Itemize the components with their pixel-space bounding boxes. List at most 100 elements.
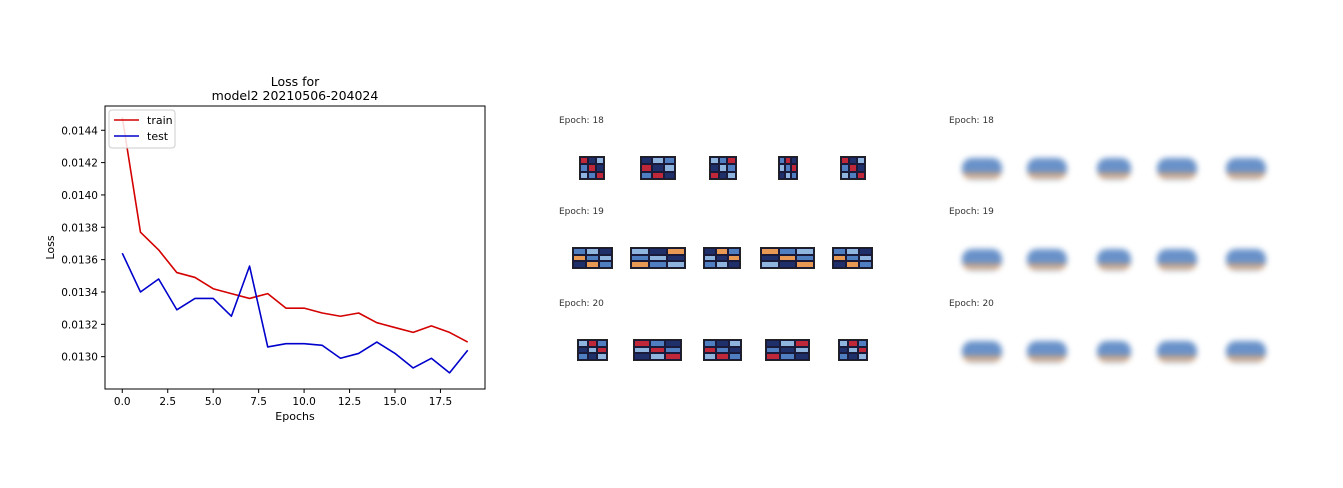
epoch-sample-thumbnail (630, 247, 686, 269)
epoch-reconstruction-thumbnail (962, 249, 1002, 271)
thumb-cell (716, 340, 729, 347)
thumb-cell (716, 346, 729, 354)
thumb-cell (727, 164, 736, 172)
epoch-label: Epoch: 19 (949, 207, 994, 217)
thumb-cell (587, 340, 598, 347)
thumb-cell (641, 157, 653, 165)
epoch-reconstruction-thumbnail (1226, 341, 1266, 363)
thumb-cell (578, 346, 588, 354)
thumb-cell (796, 254, 814, 262)
thumb-cell (587, 353, 598, 360)
thumb-cell (857, 353, 867, 360)
thumb-cell (728, 248, 740, 255)
thumb-cell (710, 164, 719, 172)
thumb-cell (704, 340, 717, 347)
thumb-cell (573, 261, 586, 268)
y-tick-label: 0.0138 (61, 222, 98, 234)
thumb-cell (728, 340, 741, 347)
y-tick-label: 0.0130 (61, 352, 98, 364)
thumb-cell (780, 340, 795, 347)
thumb-cell (846, 254, 859, 262)
epoch-sample-thumbnail (640, 156, 676, 180)
thumb-cell (794, 340, 809, 347)
thumb-cell (667, 248, 685, 255)
thumb-cell (634, 346, 650, 354)
epoch-sample-thumbnail (778, 156, 798, 180)
thumb-cell (833, 254, 846, 262)
epoch-sample-thumbnail (703, 339, 742, 361)
epoch-label: Epoch: 20 (949, 299, 994, 309)
thumb-cell (596, 157, 604, 165)
thumb-cell (649, 346, 666, 354)
thumb-cell (597, 340, 607, 347)
thumb-cell (761, 248, 779, 255)
legend-label-train: train (147, 114, 173, 127)
thumb-cell (573, 248, 586, 255)
thumb-cell (857, 340, 867, 347)
thumb-cell (586, 254, 599, 262)
thumb-cell (839, 346, 849, 354)
thumb-cell (649, 248, 667, 255)
x-tick-label: 5.0 (205, 396, 222, 408)
x-tick-label: 7.5 (250, 396, 267, 408)
thumb-cell (846, 248, 859, 255)
thumb-cell (631, 254, 649, 262)
epoch-sample-thumbnail (633, 339, 682, 361)
epoch-reconstruction-thumbnail (1097, 249, 1131, 271)
thumb-cell (573, 254, 586, 262)
thumb-cell (665, 340, 681, 347)
thumb-cell (727, 157, 736, 165)
chart-title-line: Loss for (271, 74, 320, 89)
epoch-reconstruction-thumbnail (1027, 158, 1067, 180)
thumb-cell (704, 248, 716, 255)
thumb-cell (778, 254, 797, 262)
plot-frame (104, 105, 486, 390)
y-tick-label: 0.0132 (61, 319, 98, 331)
thumb-cell (578, 353, 588, 360)
thumb-cell (599, 248, 612, 255)
epoch-reconstruction-thumbnail (1157, 249, 1197, 271)
thumb-cell (791, 164, 797, 172)
thumb-cell (599, 254, 612, 262)
thumb-cell (849, 171, 857, 179)
epoch-sample-thumbnail (832, 247, 873, 269)
epoch-sample-thumbnail (709, 156, 737, 180)
thumb-cell (791, 157, 797, 165)
thumb-cell (779, 164, 785, 172)
thumb-cell (857, 346, 867, 354)
epoch-sample-thumbnail (572, 247, 613, 269)
x-tick-label: 0.0 (114, 396, 131, 408)
epoch-reconstruction-thumbnail (1226, 158, 1266, 180)
thumb-cell (663, 171, 675, 179)
thumb-cell (718, 171, 728, 179)
thumb-cell (778, 248, 797, 255)
epoch-reconstruction-thumbnail (962, 341, 1002, 363)
epoch-reconstruction-thumbnail (962, 158, 1002, 180)
epoch-sample-thumbnail (765, 339, 810, 361)
thumb-cell (785, 171, 791, 179)
thumb-cell (588, 171, 596, 179)
thumb-cell (578, 340, 588, 347)
thumb-cell (663, 157, 675, 165)
x-tick-label: 17.5 (429, 396, 452, 408)
thumb-cell (649, 340, 666, 347)
thumb-cell (779, 171, 785, 179)
thumb-cell (718, 164, 728, 172)
legend-label-test: test (147, 130, 169, 143)
thumb-cell (727, 171, 736, 179)
thumb-cell (718, 157, 728, 165)
thumb-cell (704, 254, 716, 262)
thumb-cell (833, 261, 846, 268)
x-tick-label: 12.5 (338, 396, 361, 408)
thumb-cell (791, 171, 797, 179)
thumb-cell (859, 261, 872, 268)
epoch-reconstruction-thumbnail (1097, 158, 1131, 180)
thumb-cell (780, 353, 795, 360)
thumb-cell (634, 353, 650, 360)
epoch-label: Epoch: 20 (559, 299, 604, 309)
thumb-cell (667, 254, 685, 262)
thumb-cell (728, 353, 741, 360)
thumb-cell (849, 157, 857, 165)
thumb-cell (597, 353, 607, 360)
x-tick-label: 15.0 (383, 396, 406, 408)
